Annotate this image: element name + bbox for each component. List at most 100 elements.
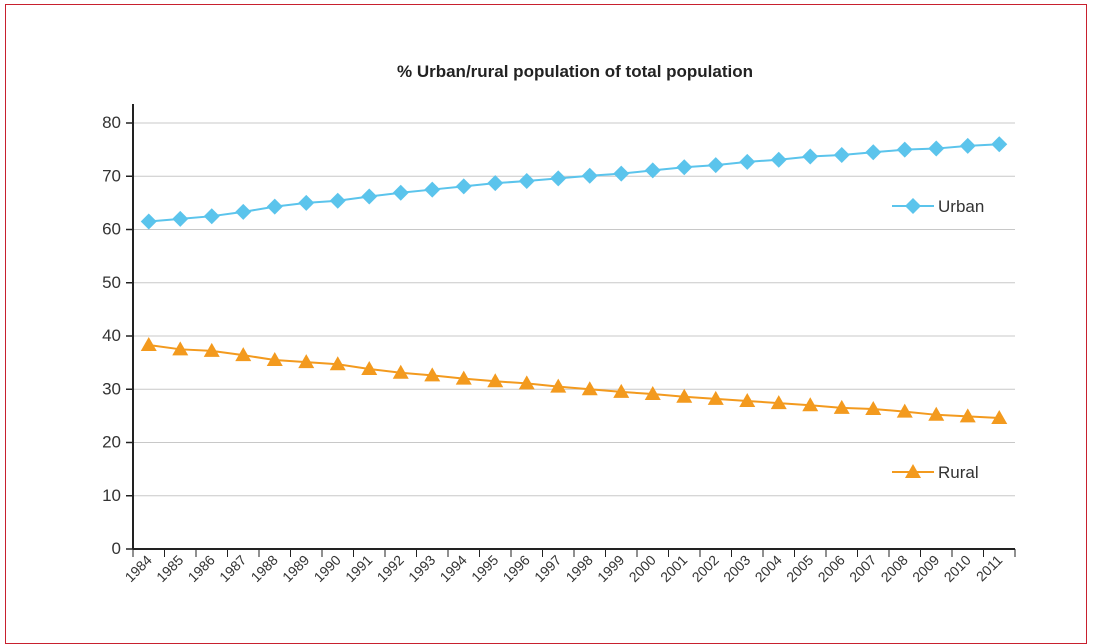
y-tick-label: 80: [102, 113, 121, 132]
data-point: [959, 137, 976, 154]
legend-label: Rural: [938, 463, 979, 482]
data-point: [172, 210, 189, 227]
data-point: [203, 342, 220, 357]
x-tick-label: 1985: [153, 552, 186, 585]
series-line-rural: [148, 344, 1000, 420]
data-point: [550, 378, 567, 393]
y-tick-label: 40: [102, 326, 121, 345]
data-point: [833, 399, 850, 414]
data-point: [298, 194, 315, 211]
data-point: [424, 181, 441, 198]
x-tick-label: 1990: [311, 552, 344, 585]
x-tick-label: 1989: [279, 552, 312, 585]
data-point: [235, 347, 252, 362]
x-tick-label: 1994: [437, 552, 470, 585]
y-tick-label: 20: [102, 433, 121, 452]
data-point: [329, 356, 346, 371]
data-point: [172, 341, 189, 356]
data-point: [203, 208, 220, 225]
y-tick-label: 0: [112, 539, 121, 558]
gridlines: [133, 122, 1015, 497]
legend: Urban Rural: [892, 197, 984, 482]
data-point: [298, 354, 315, 369]
data-point: [991, 136, 1008, 153]
data-point: [140, 213, 157, 230]
data-point: [991, 410, 1008, 425]
x-tick-label: 2010: [941, 552, 974, 585]
x-tick-label: 1999: [594, 552, 627, 585]
data-point: [424, 367, 441, 382]
data-point: [644, 386, 661, 401]
y-axis-ticks: 0 10 20 30 40 50 60 70 80: [102, 113, 133, 558]
data-point: [487, 175, 504, 192]
axes: [132, 104, 1015, 550]
data-point: [739, 392, 756, 407]
x-tick-label: 2000: [626, 552, 659, 585]
data-point: [707, 157, 724, 174]
data-point: [928, 406, 945, 421]
x-tick-label: 1988: [248, 552, 281, 585]
x-tick-label: 2003: [720, 552, 753, 585]
x-tick-label: 1984: [122, 552, 155, 585]
data-point: [959, 408, 976, 423]
data-point: [928, 140, 945, 157]
x-tick-label: 2004: [752, 552, 785, 585]
data-point: [770, 395, 787, 410]
y-tick-label: 50: [102, 273, 121, 292]
data-point: [865, 400, 882, 415]
x-tick-label: 2011: [973, 552, 1006, 585]
data-point: [802, 397, 819, 412]
data-point: [802, 148, 819, 165]
y-tick-label: 70: [102, 166, 121, 185]
data-point: [581, 381, 598, 396]
data-point: [707, 390, 724, 405]
data-point: [487, 373, 504, 388]
legend-label: Urban: [938, 197, 984, 216]
data-point: [613, 383, 630, 398]
series-line-urban: [148, 143, 1000, 223]
data-point: [896, 403, 913, 418]
x-tick-label: 1997: [531, 552, 564, 585]
y-tick-label: 30: [102, 379, 121, 398]
data-point: [266, 351, 283, 366]
data-point: [392, 364, 409, 379]
x-tick-label: 1996: [500, 552, 533, 585]
data-point: [455, 370, 472, 385]
data-point: [896, 141, 913, 158]
data-point: [644, 162, 661, 179]
data-point: [676, 159, 693, 176]
x-tick-label: 1986: [185, 552, 218, 585]
data-point: [455, 178, 472, 195]
data-point: [140, 337, 157, 352]
data-point: [329, 192, 346, 209]
x-tick-label: 2006: [815, 552, 848, 585]
data-point: [518, 375, 535, 390]
data-point: [739, 153, 756, 170]
x-tick-label: 2008: [878, 552, 911, 585]
x-tick-label: 1992: [374, 552, 407, 585]
data-point: [770, 151, 787, 168]
data-point: [361, 361, 378, 376]
x-tick-label: 1991: [342, 552, 375, 585]
data-point: [833, 146, 850, 163]
y-tick-label: 60: [102, 220, 121, 239]
x-axis-ticks: 1984198519861987198819891990199119921993…: [122, 549, 1016, 585]
chart-frame: [5, 4, 1087, 644]
data-point: [518, 173, 535, 190]
data-point: [581, 167, 598, 184]
data-point: [235, 203, 252, 220]
data-point: [613, 165, 630, 182]
data-point: [361, 188, 378, 205]
series-layer: [140, 136, 1008, 425]
data-point: [550, 170, 567, 187]
x-tick-label: 1998: [563, 552, 596, 585]
x-tick-label: 2001: [657, 552, 690, 585]
legend-marker-diamond: [905, 198, 921, 214]
x-tick-label: 2007: [846, 552, 879, 585]
x-tick-label: 2009: [909, 552, 942, 585]
x-tick-label: 1993: [405, 552, 438, 585]
x-tick-label: 1987: [216, 552, 249, 585]
line-chart: % Urban/rural population of total popula…: [102, 62, 1016, 585]
legend-item-urban: Urban: [892, 197, 984, 216]
legend-item-rural: Rural: [892, 463, 979, 482]
